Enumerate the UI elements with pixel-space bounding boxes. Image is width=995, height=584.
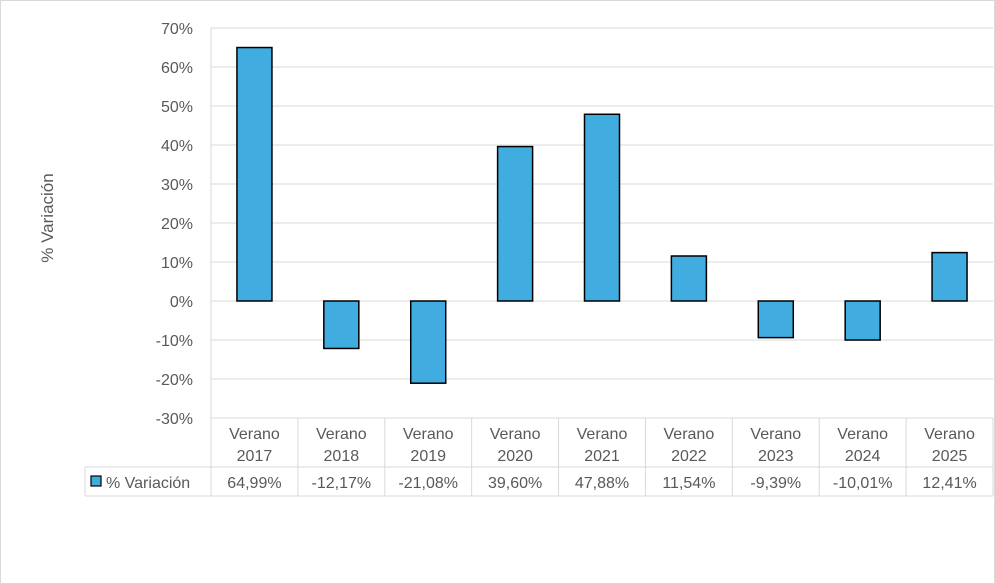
- y-tick-label: 40%: [161, 138, 193, 155]
- legend-label: % Variación: [106, 475, 190, 492]
- category-label-line1: Verano: [490, 426, 541, 443]
- y-tick-label: -30%: [156, 411, 193, 428]
- data-label: -21,08%: [398, 475, 458, 492]
- bar: [583, 113, 621, 302]
- y-tick-label: 0%: [170, 294, 193, 311]
- category-label-line1: Verano: [837, 426, 888, 443]
- y-axis-label: % Variación: [38, 173, 57, 262]
- category-label-line2: 2025: [932, 448, 968, 465]
- category-label-line1: Verano: [229, 426, 280, 443]
- data-label: -10,01%: [833, 475, 893, 492]
- category-label-line2: 2022: [671, 448, 707, 465]
- category-label-line2: 2024: [845, 448, 881, 465]
- y-tick-label: 20%: [161, 216, 193, 233]
- category-label-line2: 2019: [410, 448, 446, 465]
- category-label-line2: 2018: [324, 448, 360, 465]
- category-label-line2: 2017: [237, 448, 273, 465]
- bar: [931, 251, 968, 302]
- data-table: Verano 2017 64,99% Verano 2018 -12,17% Verano 2…: [84, 417, 994, 497]
- data-label: 11,54%: [662, 475, 715, 492]
- bar: [844, 300, 881, 341]
- bar: [236, 46, 273, 302]
- category-label-line2: 2021: [584, 448, 620, 465]
- category-label-line1: Verano: [750, 426, 801, 443]
- bar: [409, 300, 447, 384]
- data-label: 64,99%: [227, 475, 281, 492]
- y-tick-label: 60%: [161, 60, 193, 77]
- y-tick-label: 70%: [161, 21, 193, 38]
- category-label-line1: Verano: [664, 426, 715, 443]
- data-label: -12,17%: [312, 475, 372, 492]
- bar: [757, 300, 795, 339]
- bars: [236, 46, 968, 384]
- y-axis-ticks: 70% 60% 50% 40% 30% 20% 10% 0% -10% -20% -30%: [156, 21, 193, 428]
- category-label-line1: Verano: [316, 426, 367, 443]
- data-label: -9,39%: [750, 475, 801, 492]
- bar: [496, 145, 534, 302]
- y-tick-label: 30%: [161, 177, 193, 194]
- data-label: 39,60%: [488, 475, 542, 492]
- y-tick-label: 50%: [161, 99, 193, 116]
- category-label-line1: Verano: [924, 426, 975, 443]
- bar: [323, 300, 360, 350]
- data-label: 12,41%: [922, 475, 976, 492]
- y-tick-label: -20%: [156, 372, 193, 389]
- y-tick-label: -10%: [156, 333, 193, 350]
- legend-swatch: [90, 475, 102, 487]
- category-label-line2: 2023: [758, 448, 794, 465]
- data-label: 47,88%: [575, 475, 629, 492]
- category-label-line1: Verano: [403, 426, 454, 443]
- category-label-line1: Verano: [577, 426, 628, 443]
- y-tick-label: 10%: [161, 255, 193, 272]
- category-label-line2: 2020: [497, 448, 533, 465]
- bar: [670, 255, 708, 302]
